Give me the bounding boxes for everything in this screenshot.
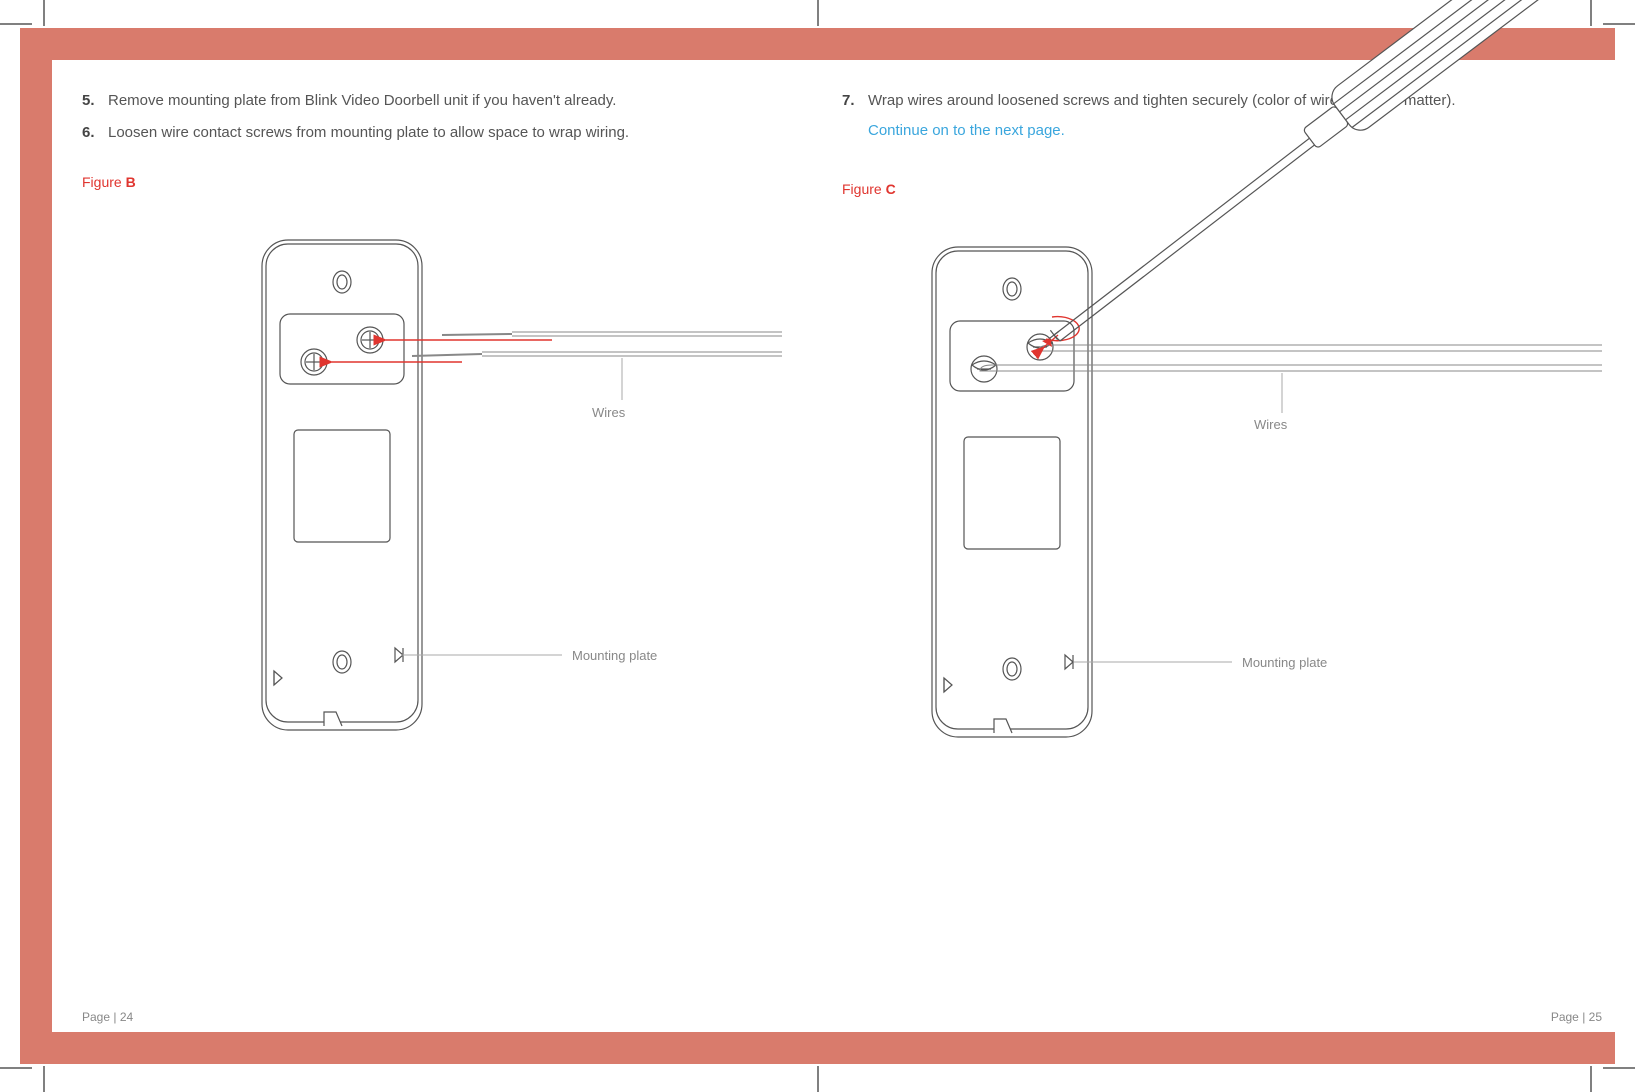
- crop-mark-icon: [0, 1058, 36, 1078]
- step-item: 5. Remove mounting plate from Blink Vide…: [82, 90, 782, 112]
- step-number: 7.: [842, 90, 860, 112]
- figure-label: Figure B: [82, 174, 782, 190]
- crop-mark-icon: [34, 1062, 54, 1092]
- mounting-plate-diagram: [82, 200, 782, 760]
- step-list: 7. Wrap wires around loosened screws and…: [842, 90, 1602, 112]
- page-right: 7. Wrap wires around loosened screws and…: [812, 60, 1632, 1032]
- figure-label: Figure C: [842, 181, 1602, 197]
- crop-mark-icon: [808, 1062, 828, 1092]
- footer-prefix: Page |: [82, 1010, 120, 1024]
- step-text: Remove mounting plate from Blink Video D…: [108, 90, 616, 112]
- page-footer: Page | 25: [1551, 1010, 1602, 1024]
- step-list: 5. Remove mounting plate from Blink Vide…: [82, 90, 782, 144]
- step-item: 6. Loosen wire contact screws from mount…: [82, 122, 782, 144]
- figure-letter: B: [126, 174, 136, 190]
- callout-wires: Wires: [592, 405, 625, 420]
- figure-c: Wires Mounting plate: [842, 207, 1602, 767]
- crop-mark-icon: [34, 0, 54, 30]
- footer-number: 25: [1589, 1010, 1602, 1024]
- step-number: 5.: [82, 90, 100, 112]
- page-spread: 5. Remove mounting plate from Blink Vide…: [52, 60, 1583, 1032]
- step-item: 7. Wrap wires around loosened screws and…: [842, 90, 1602, 112]
- step-text: Loosen wire contact screws from mounting…: [108, 122, 629, 144]
- step-number: 6.: [82, 122, 100, 144]
- crop-mark-icon: [1599, 14, 1635, 34]
- callout-mounting-plate: Mounting plate: [1242, 655, 1327, 670]
- page-left: 5. Remove mounting plate from Blink Vide…: [52, 60, 812, 1032]
- outer-frame: 5. Remove mounting plate from Blink Vide…: [0, 0, 1635, 1092]
- page-footer: Page | 24: [82, 1010, 133, 1024]
- figure-prefix: Figure: [82, 174, 126, 190]
- crop-mark-icon: [1599, 1058, 1635, 1078]
- crop-mark-icon: [808, 0, 828, 30]
- crop-mark-icon: [0, 14, 36, 34]
- footer-prefix: Page |: [1551, 1010, 1589, 1024]
- callout-wires: Wires: [1254, 417, 1287, 432]
- crop-mark-icon: [1581, 0, 1601, 30]
- continue-link: Continue on to the next page.: [868, 122, 1602, 139]
- figure-prefix: Figure: [842, 181, 886, 197]
- callout-mounting-plate: Mounting plate: [572, 648, 657, 663]
- footer-number: 24: [120, 1010, 133, 1024]
- figure-b: Wires Mounting plate: [82, 200, 782, 760]
- mounting-plate-diagram: [842, 207, 1602, 767]
- crop-mark-icon: [1581, 1062, 1601, 1092]
- figure-letter: C: [886, 181, 896, 197]
